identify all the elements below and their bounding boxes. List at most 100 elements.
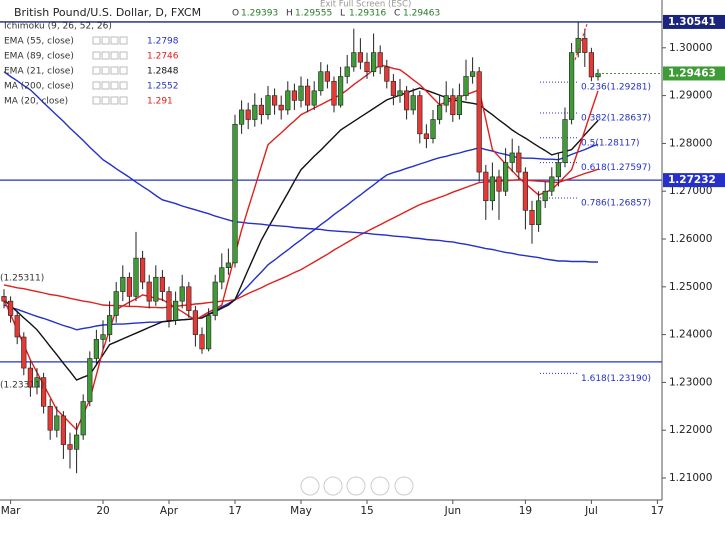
legend-icon: [110, 36, 119, 45]
side-note: (1.23311): [0, 381, 44, 391]
fib-label: 0.5(1.28117): [581, 138, 640, 148]
fib-label: 0.618(1.27597): [581, 163, 651, 173]
candle-body: [390, 80, 397, 96]
x-tick-label: Mar: [1, 505, 21, 517]
price-tag-label: 1.29463: [668, 67, 716, 79]
reset-button[interactable]: [346, 476, 366, 496]
readout-label: L: [340, 9, 345, 19]
legend-icon: [110, 66, 119, 75]
readout-value: 1.29555: [295, 9, 332, 19]
candle-body: [298, 85, 304, 101]
candle-body: [199, 334, 205, 350]
candle-body: [403, 90, 410, 111]
fib-label: 0.786(1.26857): [581, 199, 651, 209]
legend-icon: [110, 51, 119, 60]
candle-body: [562, 119, 568, 163]
candle-body: [469, 71, 476, 77]
candle-body: [232, 123, 238, 264]
candle-body: [535, 200, 542, 225]
zoom-in-button[interactable]: [323, 476, 343, 496]
x-tick-label: 20: [96, 505, 109, 517]
legend-value: 1.2798: [147, 37, 179, 47]
candle-body: [133, 257, 139, 297]
candle-body: [212, 281, 218, 316]
y-tick-label: 1.23000: [669, 376, 712, 388]
legend-name: EMA (55, close): [4, 37, 74, 47]
candle-body: [423, 133, 430, 139]
legend-name: MA (20, close): [4, 97, 68, 107]
candle-body: [8, 300, 14, 316]
x-tick-label: 15: [360, 505, 373, 517]
candle-body: [291, 90, 298, 101]
candle-body: [80, 401, 86, 436]
price-tag: [663, 66, 725, 81]
legend-icon: [92, 36, 101, 45]
candle-body: [384, 66, 390, 82]
trend-line: [574, 23, 588, 61]
candle-body: [74, 434, 80, 450]
legend-icon: [119, 81, 128, 90]
zoom-out-button[interactable]: [300, 476, 320, 496]
candle-body: [219, 267, 225, 283]
legend-value: 1.2848: [147, 67, 179, 77]
candle-body: [370, 52, 377, 73]
plot-area: 0.236(1.29281) 0.382(1.28637) 0.5(1.28117)…: [0, 21, 662, 474]
candle-body: [337, 76, 344, 106]
scroll-left-button[interactable]: [370, 476, 390, 496]
fib-label: 1.618(1.23190): [581, 374, 651, 384]
candle-body: [206, 315, 212, 350]
candle-body: [225, 262, 232, 268]
candle-body: [516, 152, 522, 173]
readout-label: H: [286, 9, 293, 19]
candle-body: [575, 37, 581, 53]
x-tick-label: 17: [228, 505, 241, 517]
price-tag-label: 1.30541: [668, 16, 716, 28]
legend-icon: [92, 51, 101, 60]
candle-body: [549, 176, 555, 192]
candle-body: [14, 315, 20, 338]
zoom-controls: [300, 476, 414, 496]
candle-body: [245, 109, 251, 120]
legend-name: MA (200, close): [4, 82, 74, 92]
legend-icon: [119, 36, 128, 45]
y-tick-label: 1.27000: [669, 185, 712, 197]
candle-body: [239, 109, 245, 125]
x-tick-label: May: [290, 505, 312, 517]
legend-icon: [119, 51, 128, 60]
x-tick-label: Apr: [160, 505, 179, 517]
legend-icon: [92, 96, 101, 105]
x-tick-label: 19: [519, 505, 532, 517]
chart-title: British Pound/U.S. Dollar, D, FXCM: [14, 6, 201, 19]
candle-body: [417, 95, 423, 135]
candle-body: [271, 95, 278, 106]
y-tick-label: 1.21000: [669, 472, 712, 484]
candle-body: [186, 286, 192, 312]
candle-body: [87, 358, 93, 402]
y-tick-label: 1.29000: [669, 90, 712, 102]
readout-label: O: [232, 9, 239, 19]
price-tag: [663, 173, 725, 188]
readout-value: 1.29463: [403, 9, 440, 19]
candle-body: [476, 71, 482, 173]
candle-body: [21, 336, 27, 369]
candle-body: [60, 415, 66, 445]
candle-body: [410, 95, 416, 111]
candle-body: [126, 276, 132, 297]
legend-value: 1.2552: [147, 82, 179, 92]
candle-body: [179, 286, 185, 302]
legend-name: Ichimoku (9, 26, 52, 26): [4, 22, 112, 32]
candle-body: [173, 300, 179, 321]
candle-body: [331, 80, 337, 106]
legend-icon: [92, 66, 101, 75]
candle-body: [67, 444, 73, 450]
candle-body: [443, 95, 449, 106]
candle-body: [192, 310, 199, 335]
candle-body: [93, 339, 99, 359]
candle-body: [509, 152, 515, 163]
candle-body: [278, 104, 284, 111]
candle-body: [483, 171, 489, 202]
candle-body: [324, 71, 331, 82]
legend-name: EMA (89, close): [4, 52, 74, 62]
y-tick-label: 1.30000: [669, 42, 712, 54]
scroll-right-button[interactable]: [394, 476, 414, 496]
